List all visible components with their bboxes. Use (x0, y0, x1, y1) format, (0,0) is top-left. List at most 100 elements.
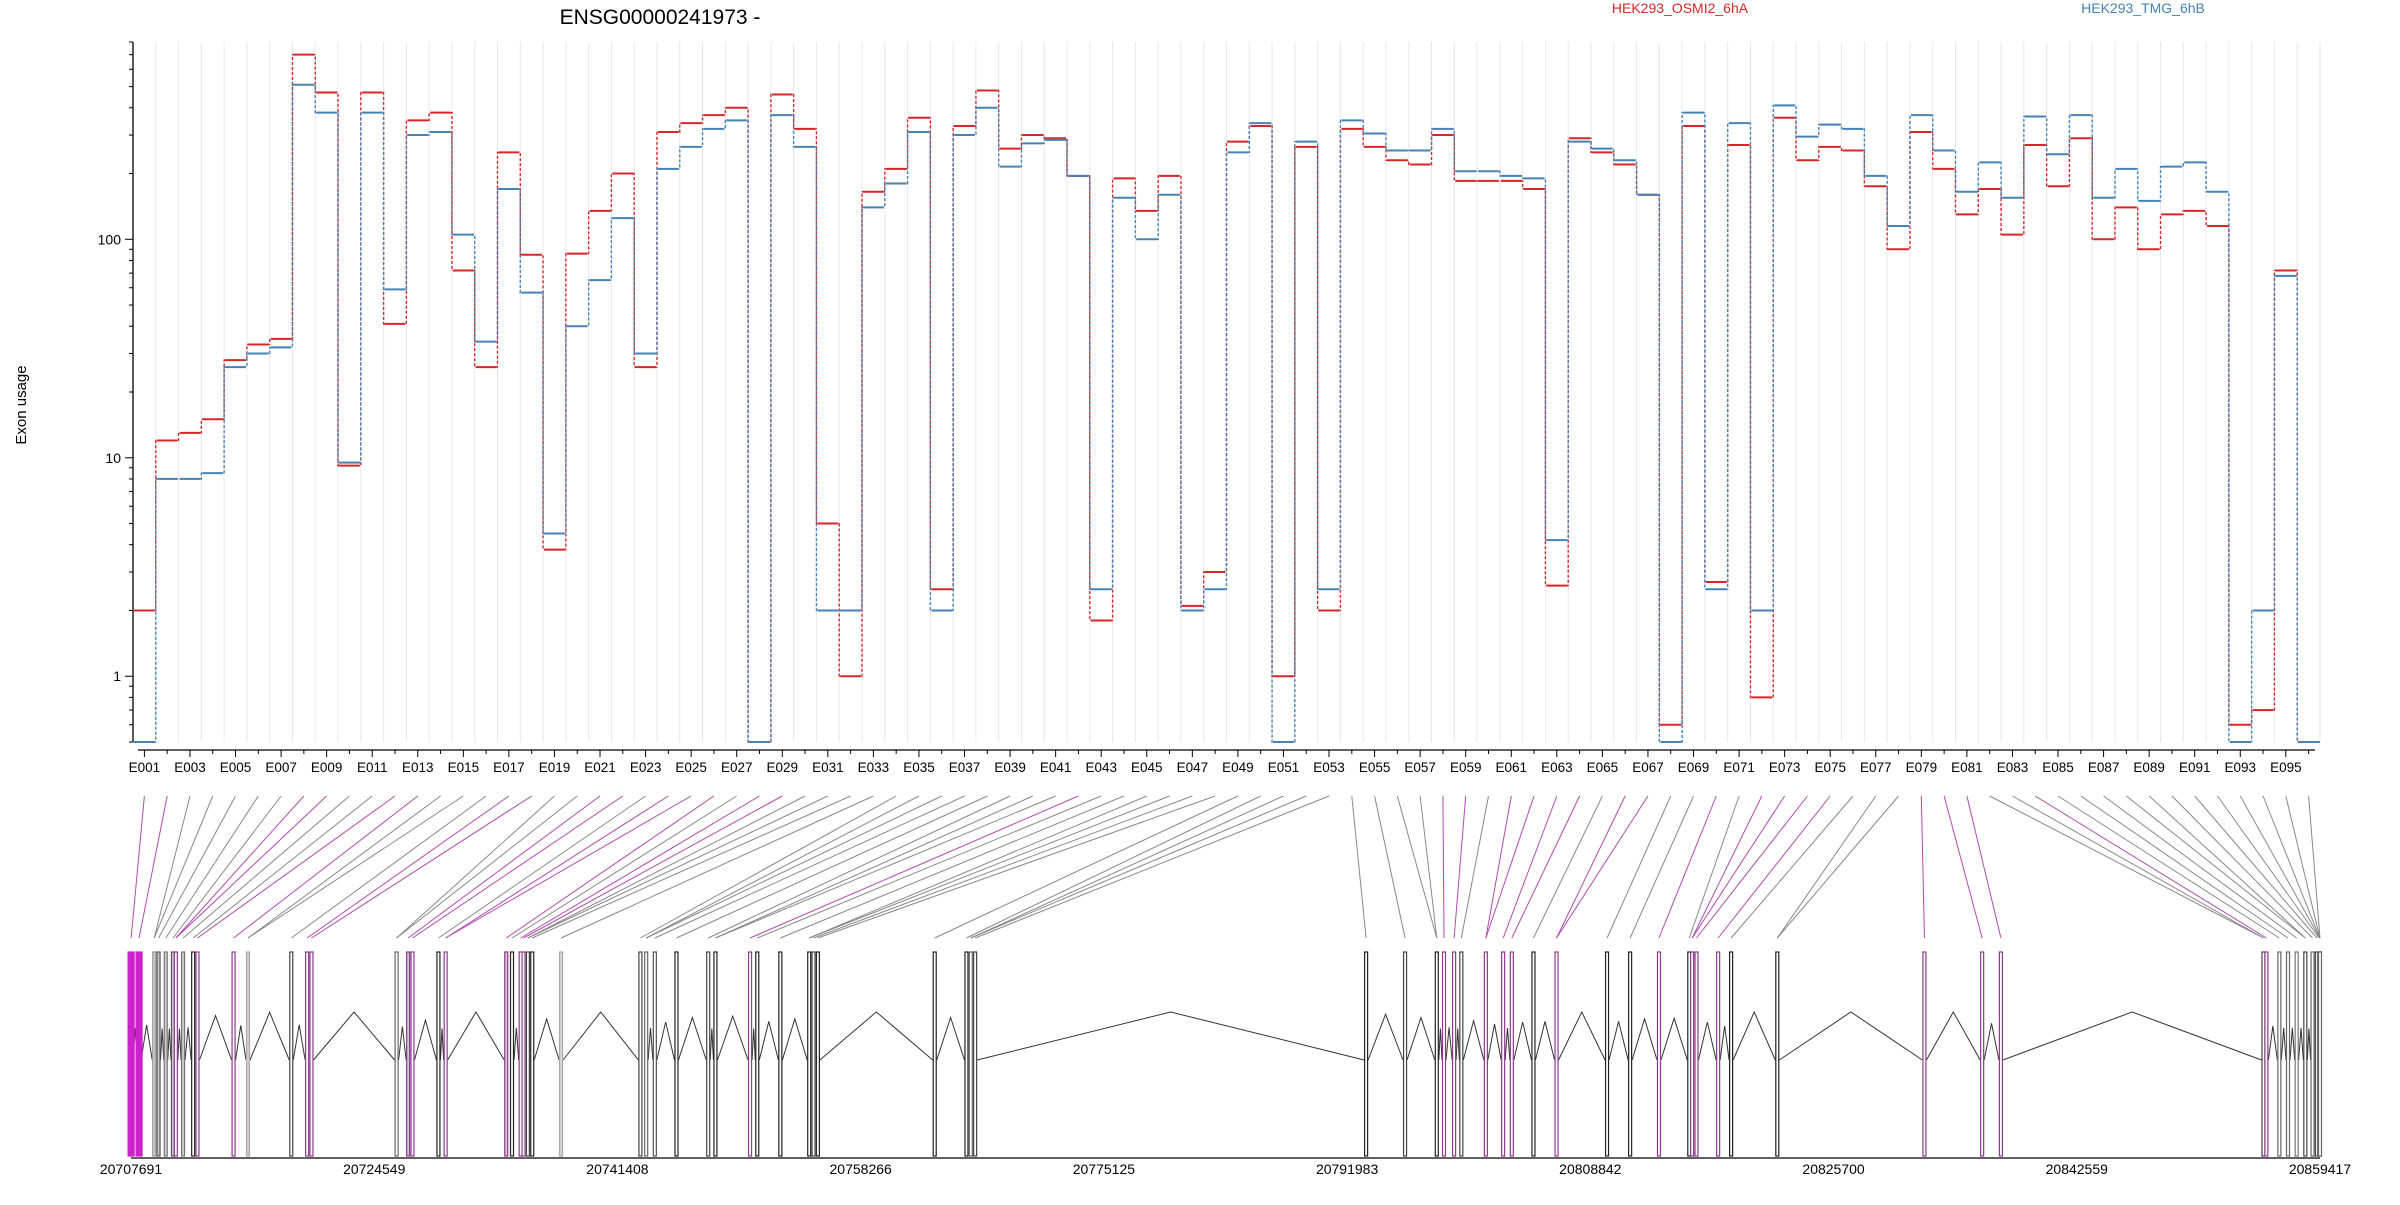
x-tick-label: E005 (220, 760, 252, 775)
intron-line (709, 1028, 714, 1061)
x-tick-label: E035 (903, 760, 935, 775)
intron-line (1698, 1021, 1717, 1061)
exon-connector (2308, 795, 2321, 939)
exon-connector (2012, 795, 2264, 939)
exon-connector (970, 795, 1284, 939)
exon-connector (138, 795, 168, 939)
x-tick-label: E037 (949, 760, 981, 775)
intron-line (292, 1024, 306, 1061)
exon-connector (715, 795, 1034, 939)
genomic-tick-label: 20741408 (586, 1161, 649, 1177)
genomic-tick-label: 20842559 (2046, 1161, 2109, 1177)
intron-line (1455, 1028, 1460, 1061)
legend-series-b: HEK293_TMG_6hB (2081, 0, 2205, 16)
exon-connector (1351, 795, 1367, 939)
exon-connector (1920, 795, 1925, 939)
genomic-tick-label: 20775125 (1073, 1161, 1136, 1177)
exon-block (127, 951, 135, 1157)
intron-line (184, 1027, 192, 1061)
x-tick-label: E009 (311, 760, 343, 775)
exon-block (1628, 951, 1633, 1157)
x-tick-label: E071 (1723, 760, 1755, 775)
exon-connector (2262, 795, 2321, 939)
exon-block (1441, 951, 1447, 1157)
exon-connector (407, 795, 601, 939)
exon-connectors (130, 795, 2321, 939)
x-tick-label: E083 (1997, 760, 2029, 775)
exon-block (778, 951, 783, 1157)
y-tick-label: 1 (113, 668, 121, 684)
exon-connector (396, 795, 555, 939)
exon-connector (970, 795, 1307, 939)
exon-block (706, 951, 711, 1157)
exon-connector (966, 795, 1261, 939)
intron-line (647, 1027, 654, 1061)
intron-line (1445, 1027, 1453, 1061)
exon-block (191, 951, 196, 1157)
exon-connector (645, 795, 942, 939)
legend-series-a: HEK293_OSMI2_6hA (1612, 0, 1749, 16)
x-tick-label: E011 (357, 760, 388, 775)
exon-connector (527, 795, 829, 939)
exon-block (747, 951, 753, 1157)
exon-connector (290, 795, 487, 939)
exon-connector (412, 795, 624, 939)
intron-line (1406, 1015, 1436, 1061)
exon-block (309, 951, 314, 1157)
grid-lines (132, 42, 2321, 742)
exon-connector (749, 795, 1079, 939)
intron-line (199, 1014, 233, 1061)
exon-connector (175, 795, 327, 939)
exon-block (289, 951, 294, 1157)
intron-line (447, 1011, 505, 1061)
x-tick-label: E093 (2225, 760, 2257, 775)
exon-block (1690, 951, 1695, 1157)
x-tick-label: E063 (1541, 760, 1573, 775)
intron-line (1983, 1023, 2000, 1061)
exon-connector (2285, 795, 2321, 939)
intron-line (167, 1028, 172, 1061)
exon-block (2294, 951, 2299, 1157)
intron-line (1367, 1012, 1404, 1061)
x-tick-label: E069 (1678, 760, 1710, 775)
exon-connector (165, 795, 259, 939)
exon-connector (560, 795, 874, 939)
exon-connector (757, 795, 1102, 939)
exon-block (932, 951, 937, 1157)
exon-block (973, 951, 978, 1157)
exon-connector (1691, 795, 1763, 939)
exon-block (410, 951, 415, 1157)
exon-connector (1485, 795, 1535, 939)
exon-connector (1629, 795, 1694, 939)
intron-line (1504, 1027, 1511, 1061)
exon-block (1501, 951, 1506, 1157)
exon-connector (1442, 795, 1445, 939)
exon-connector (654, 795, 965, 939)
intron-line (2298, 1027, 2304, 1061)
intron-line (313, 1011, 395, 1061)
x-tick-label: E075 (1814, 760, 1846, 775)
exon-connector (175, 795, 305, 939)
exon-connector (974, 795, 1330, 939)
x-tick-label: E067 (1632, 760, 1664, 775)
exon-connector (438, 795, 646, 939)
exon-connector (2217, 795, 2320, 939)
exon-connector (158, 795, 236, 939)
x-tick-label: E087 (2088, 760, 2120, 775)
intron-line (2002, 1011, 2262, 1061)
exon-block (1452, 951, 1457, 1157)
x-tick-label: E041 (1040, 760, 1072, 775)
exon-block (644, 951, 649, 1157)
x-tick-label: E003 (174, 760, 206, 775)
exon-block (195, 951, 200, 1157)
exon-connector (511, 795, 737, 939)
intron-line (140, 1024, 153, 1061)
intron-line (1608, 1021, 1629, 1061)
exon-connector (809, 795, 1147, 939)
exon-connector (780, 795, 1125, 939)
exon-connector (1396, 795, 1438, 939)
exon-block (1364, 951, 1369, 1157)
exon-block (436, 951, 441, 1157)
exon-connector (2057, 795, 2280, 939)
x-tick-label: E091 (2179, 760, 2211, 775)
